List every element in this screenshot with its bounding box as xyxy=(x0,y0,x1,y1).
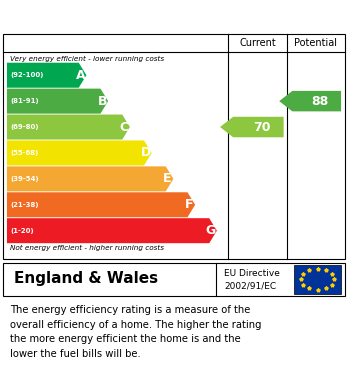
Text: B: B xyxy=(97,95,107,108)
Text: E: E xyxy=(163,172,172,185)
Polygon shape xyxy=(7,140,152,165)
Text: Energy Efficiency Rating: Energy Efficiency Rating xyxy=(10,9,232,24)
Text: The energy efficiency rating is a measure of the
overall efficiency of a home. T: The energy efficiency rating is a measur… xyxy=(10,305,262,359)
Text: Not energy efficient - higher running costs: Not energy efficient - higher running co… xyxy=(10,245,165,251)
Text: (21-38): (21-38) xyxy=(10,202,39,208)
Text: Current: Current xyxy=(239,38,276,48)
Text: EU Directive: EU Directive xyxy=(224,269,280,278)
Polygon shape xyxy=(7,192,195,217)
Polygon shape xyxy=(7,166,173,191)
Polygon shape xyxy=(7,63,86,88)
Bar xyxy=(294,264,341,294)
Text: (55-68): (55-68) xyxy=(10,150,39,156)
Polygon shape xyxy=(7,89,108,114)
Text: F: F xyxy=(185,198,193,211)
Polygon shape xyxy=(7,115,130,140)
Text: C: C xyxy=(119,120,128,134)
Text: (1-20): (1-20) xyxy=(10,228,34,234)
Text: 2002/91/EC: 2002/91/EC xyxy=(224,281,277,290)
Polygon shape xyxy=(279,91,341,111)
Text: (92-100): (92-100) xyxy=(10,72,44,78)
Text: G: G xyxy=(206,224,216,237)
Text: 70: 70 xyxy=(253,120,271,134)
Text: D: D xyxy=(141,147,151,160)
Text: (81-91): (81-91) xyxy=(10,98,39,104)
Text: Potential: Potential xyxy=(294,38,337,48)
Text: England & Wales: England & Wales xyxy=(14,271,158,286)
Text: (69-80): (69-80) xyxy=(10,124,39,130)
Text: A: A xyxy=(76,69,85,82)
Text: (39-54): (39-54) xyxy=(10,176,39,182)
Polygon shape xyxy=(220,117,284,137)
Text: 88: 88 xyxy=(311,95,329,108)
Polygon shape xyxy=(7,218,217,243)
Text: Very energy efficient - lower running costs: Very energy efficient - lower running co… xyxy=(10,56,165,62)
